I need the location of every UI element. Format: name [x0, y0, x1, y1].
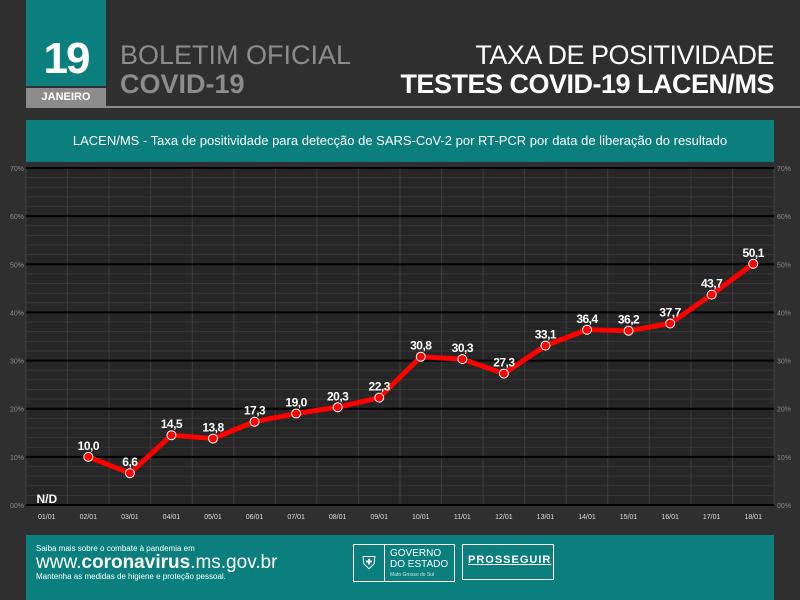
y-tick-label-left: 30% [10, 359, 24, 366]
x-tick-label: 02/01 [80, 514, 98, 521]
data-point [249, 416, 260, 427]
data-label: 10,0 [78, 439, 100, 453]
x-tick-label: 01/01 [38, 514, 56, 521]
data-point [623, 325, 634, 336]
url-prefix: www. [36, 552, 82, 573]
footer-info: Saiba mais sobre o combate à pandemia em [36, 544, 195, 553]
y-tick-label-right: 70% [777, 166, 791, 173]
x-tick-label: 07/01 [287, 514, 305, 521]
footer: Saiba mais sobre o combate à pandemia em… [26, 535, 774, 600]
data-label: 22,3 [369, 380, 391, 394]
data-point [582, 324, 592, 335]
y-tick-label-left: 70% [10, 166, 24, 173]
x-tick-label: 11/01 [454, 514, 471, 521]
data-label: 37,7 [659, 306, 681, 320]
x-tick-label: 18/01 [744, 514, 762, 521]
x-tick-label: 14/01 [578, 514, 596, 521]
data-point [291, 408, 302, 419]
footer-url[interactable]: www.coronavirus.ms.gov.br [36, 552, 277, 574]
data-point [124, 468, 135, 479]
y-tick-label-left: 60% [10, 214, 24, 221]
url-suffix: .ms.gov.br [190, 552, 278, 573]
y-tick-label-right: 00% [777, 503, 791, 510]
bulletin-title: BOLETIM OFICIAL [120, 40, 352, 70]
data-label: 43,7 [701, 277, 723, 291]
x-tick-label: 16/01 [661, 514, 679, 521]
positivity-line-chart: 00% 00% 10% 10% 20% 20% 30% 30% 40% 40% 50% 50% 60% 6… [10, 166, 791, 521]
data-point [208, 433, 218, 444]
data-point [665, 318, 676, 329]
x-tick-label: 15/01 [620, 514, 638, 521]
x-tick-label: 04/01 [163, 514, 181, 521]
data-label: 30,3 [452, 341, 474, 355]
y-tick-label-right: 20% [777, 407, 791, 414]
data-point [457, 354, 468, 365]
x-tick-label: 03/01 [121, 514, 139, 521]
footer-hygiene-note: Mantenha as medidas de higiene e proteçã… [36, 572, 226, 581]
government-logo: ⛨ GOVERNO DO ESTADO Mato Grosso do Sul [353, 544, 455, 582]
data-point [706, 289, 717, 300]
data-label: 30,8 [410, 339, 432, 353]
data-label-nd: N/D [36, 492, 57, 506]
data-point [498, 368, 509, 379]
data-label: 17,3 [244, 404, 266, 418]
page-title-line2: TESTES COVID-19 LACEN/MS [400, 69, 774, 99]
state-seal-icon: ⛨ [354, 545, 385, 581]
data-label: 33,1 [535, 328, 557, 342]
bulletin-subtitle: COVID-19 [120, 69, 245, 99]
y-tick-label-right: 30% [777, 359, 791, 366]
header-divider [26, 106, 800, 108]
chart-title: LACEN/MS - Taxa de positividade para det… [26, 120, 774, 162]
x-tick-label: 13/01 [537, 514, 555, 521]
x-tick-label: 10/01 [412, 514, 430, 521]
data-label: 50,1 [743, 246, 765, 260]
y-tick-label-left: 40% [10, 310, 24, 317]
data-label: 19,0 [285, 396, 307, 410]
data-label: 14,5 [161, 417, 183, 431]
day-number: 19 [26, 0, 106, 86]
data-label: 20,3 [327, 389, 349, 403]
data-point [374, 392, 385, 403]
data-point [166, 430, 177, 441]
x-tick-label: 08/01 [329, 514, 347, 521]
y-tick-label-right: 10% [777, 455, 791, 462]
data-label: 27,3 [493, 356, 515, 370]
data-point [748, 258, 759, 269]
gov-line3: Mato Grosso do Sul [390, 572, 435, 578]
page-title-line1: TAXA DE POSITIVIDADE [475, 40, 774, 70]
url-domain: coronavirus [81, 552, 191, 573]
y-tick-label-right: 40% [777, 310, 791, 317]
y-tick-label-right: 60% [777, 214, 791, 221]
y-tick-label-left: 10% [10, 455, 24, 462]
data-label: 36,4 [576, 312, 598, 326]
y-tick-label-left: 20% [10, 407, 24, 414]
x-tick-label: 17/01 [703, 514, 721, 521]
data-label: 6,6 [122, 455, 138, 469]
y-tick-label-left: 00% [10, 503, 24, 510]
data-label: 13,8 [202, 421, 224, 435]
data-point [415, 351, 426, 362]
data-point [332, 402, 343, 413]
gov-line1: GOVERNO [390, 548, 442, 559]
data-label: 36,2 [618, 313, 640, 327]
data-point [83, 451, 94, 462]
x-tick-label: 06/01 [246, 514, 264, 521]
x-tick-label: 12/01 [495, 514, 513, 521]
x-tick-label: 05/01 [204, 514, 222, 521]
x-tick-label: 09/01 [370, 514, 388, 521]
y-tick-label-right: 50% [777, 262, 791, 269]
gov-line2: DO ESTADO [390, 559, 449, 570]
month-label: JANEIRO [26, 88, 106, 106]
prosseguir-logo: PROSSEGUIR [462, 544, 554, 580]
y-tick-label-left: 50% [10, 262, 24, 269]
data-point [540, 340, 551, 351]
